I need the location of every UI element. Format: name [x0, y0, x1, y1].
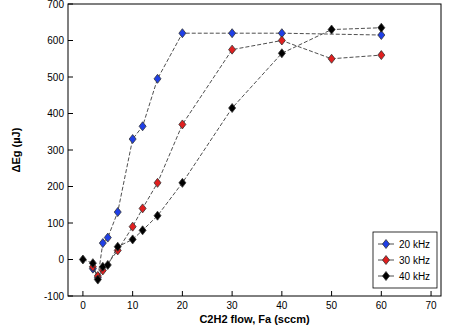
- x-tick: [381, 291, 382, 296]
- data-point: [89, 259, 96, 268]
- y-tick: [68, 296, 73, 297]
- data-point: [114, 208, 121, 217]
- series-line: [93, 33, 381, 278]
- x-tick-label: 50: [326, 300, 338, 311]
- x-tick: [182, 291, 183, 296]
- data-point: [139, 204, 146, 213]
- data-point: [179, 29, 186, 38]
- data-point: [154, 211, 161, 220]
- data-point: [278, 36, 285, 45]
- data-point: [79, 255, 86, 264]
- x-tick-label: 0: [80, 300, 86, 311]
- legend: 20 kHz 30 kHz 40 kHz: [373, 232, 437, 288]
- x-tick-label: 70: [425, 300, 437, 311]
- y-tick-label: 300: [47, 145, 64, 156]
- data-point: [328, 54, 335, 63]
- data-point: [94, 275, 101, 284]
- x-axis-label: C2H2 flow, Fa (sccm): [199, 313, 310, 325]
- y-tick: [68, 40, 73, 41]
- y-tick-label: -100: [44, 291, 64, 302]
- legend-label: 40 kHz: [399, 271, 430, 282]
- legend-label: 20 kHz: [399, 239, 430, 250]
- data-point: [229, 29, 236, 38]
- x-tick: [281, 291, 282, 296]
- legend-marker: [383, 240, 390, 249]
- x-tick: [82, 291, 83, 296]
- y-tick-label: 200: [47, 181, 64, 192]
- data-point: [378, 51, 385, 60]
- x-tick-label: 60: [376, 300, 388, 311]
- x-tick-label: 20: [177, 300, 189, 311]
- y-tick-label: 0: [58, 254, 64, 265]
- y-tick: [68, 113, 73, 114]
- y-tick-label: 600: [47, 35, 64, 46]
- data-point: [179, 120, 186, 129]
- data-point: [328, 25, 335, 34]
- y-tick-label: 100: [47, 218, 64, 229]
- data-point: [129, 135, 136, 144]
- x-tick: [132, 291, 133, 296]
- x-tick-label: 40: [276, 300, 288, 311]
- data-point: [104, 260, 111, 269]
- data-point: [229, 104, 236, 113]
- y-tick: [68, 186, 73, 187]
- series-line: [93, 41, 381, 276]
- y-tick: [68, 4, 73, 5]
- plot-area: [79, 23, 384, 284]
- plot-frame: [68, 4, 441, 296]
- data-point: [99, 239, 106, 248]
- legend-marker: [383, 272, 390, 281]
- data-point: [129, 222, 136, 231]
- data-point: [129, 235, 136, 244]
- data-point: [154, 74, 161, 83]
- x-tick-label: 10: [127, 300, 139, 311]
- y-axis-label: ΔEg (µJ): [10, 127, 22, 172]
- data-point: [139, 122, 146, 131]
- x-tick: [331, 291, 332, 296]
- x-tick-label: 30: [227, 300, 239, 311]
- data-point: [179, 178, 186, 187]
- y-tick: [68, 259, 73, 260]
- legend-box: [373, 232, 437, 288]
- y-tick-label: 400: [47, 108, 64, 119]
- y-tick: [68, 223, 73, 224]
- y-tick-label: 500: [47, 72, 64, 83]
- chart: 0 10 20 30 40 50 60 70 -100 0 100 200 300 400 500 600 70…: [0, 0, 453, 327]
- y-tick-label: 700: [47, 0, 64, 10]
- legend-label: 30 kHz: [399, 255, 430, 266]
- legend-marker: [383, 256, 390, 265]
- y-tick: [68, 150, 73, 151]
- x-tick: [232, 291, 233, 296]
- y-tick: [68, 77, 73, 78]
- data-point: [154, 178, 161, 187]
- data-point: [378, 23, 385, 32]
- series-line: [83, 28, 381, 280]
- data-point: [114, 242, 121, 251]
- x-tick: [431, 291, 432, 296]
- data-point: [104, 233, 111, 242]
- data-point: [139, 226, 146, 235]
- data-point: [278, 49, 285, 58]
- data-point: [229, 45, 236, 54]
